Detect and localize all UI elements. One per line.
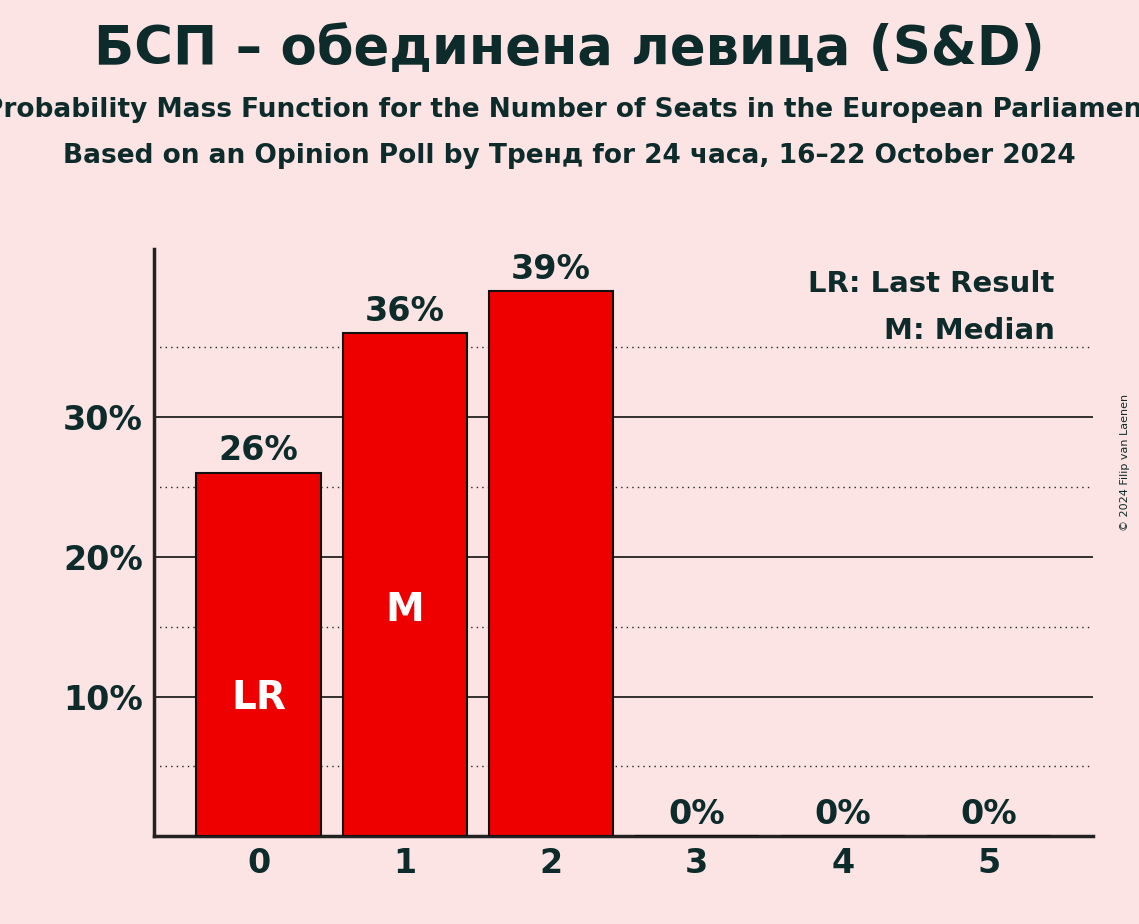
- Text: M: Median: M: Median: [884, 317, 1055, 345]
- Bar: [489, 291, 613, 836]
- Text: 0%: 0%: [814, 797, 871, 831]
- Bar: [343, 334, 467, 836]
- Bar: [197, 473, 320, 836]
- Text: © 2024 Filip van Laenen: © 2024 Filip van Laenen: [1120, 394, 1130, 530]
- Text: LR: LR: [231, 679, 286, 717]
- Text: 36%: 36%: [364, 295, 444, 328]
- Text: 39%: 39%: [510, 253, 590, 286]
- Text: 26%: 26%: [219, 434, 298, 468]
- Text: 0%: 0%: [669, 797, 724, 831]
- Text: БСП – обединена левица (S&D): БСП – обединена левица (S&D): [95, 23, 1044, 75]
- Text: Probability Mass Function for the Number of Seats in the European Parliament: Probability Mass Function for the Number…: [0, 97, 1139, 123]
- Text: LR: Last Result: LR: Last Result: [808, 271, 1055, 298]
- Text: 0%: 0%: [960, 797, 1017, 831]
- Text: Based on an Opinion Poll by Тренд for 24 часа, 16–22 October 2024: Based on an Opinion Poll by Тренд for 24…: [63, 143, 1076, 169]
- Text: M: M: [385, 591, 424, 629]
